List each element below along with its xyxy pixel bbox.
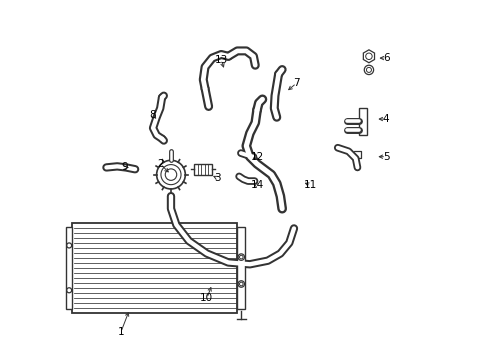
Bar	[66, 226, 72, 309]
Text: 3: 3	[214, 173, 221, 183]
Text: 6: 6	[382, 53, 388, 63]
Text: 1: 1	[117, 327, 124, 337]
Text: 12: 12	[250, 152, 263, 162]
Text: 14: 14	[250, 180, 263, 190]
Text: 9: 9	[121, 162, 127, 172]
Bar	[72, 223, 237, 313]
Text: 5: 5	[382, 152, 388, 162]
Text: 11: 11	[304, 180, 317, 190]
Text: 4: 4	[382, 114, 388, 124]
Text: 2: 2	[157, 159, 163, 169]
Circle shape	[156, 160, 185, 189]
Text: 8: 8	[149, 111, 156, 121]
Text: 10: 10	[200, 293, 213, 303]
Bar	[194, 164, 211, 175]
Text: 7: 7	[293, 78, 299, 88]
Bar	[358, 108, 366, 135]
Text: 13: 13	[214, 55, 227, 65]
Polygon shape	[363, 50, 374, 63]
Bar	[237, 226, 244, 309]
